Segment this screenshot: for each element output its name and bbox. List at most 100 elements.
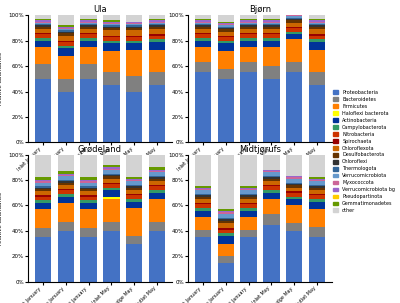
Bar [286,155,302,176]
Bar [104,174,120,175]
Bar [149,19,166,20]
Bar [218,211,234,212]
Bar [240,155,256,186]
Bar [309,186,326,188]
Bar [58,185,74,189]
Bar [264,27,280,29]
Bar [240,217,256,230]
Bar [264,79,280,142]
Bar [80,19,96,20]
Bar [309,25,326,27]
Bar [34,38,51,41]
Bar [126,35,142,37]
Bar [194,190,211,194]
Bar [126,181,142,185]
Bar [194,15,211,19]
Bar [240,38,256,41]
Bar [34,33,51,34]
Bar [264,34,280,38]
Bar [309,20,326,22]
Bar [149,29,166,34]
Bar [126,236,142,244]
Bar [286,62,302,72]
Bar [104,23,120,24]
Bar [218,14,234,22]
Bar [126,186,142,188]
Bar [194,23,211,24]
Bar [34,228,51,237]
Bar [218,221,234,223]
Bar [149,170,166,171]
Bar [240,203,256,204]
Bar [194,27,211,29]
Bar [104,30,120,35]
Bar [149,27,166,29]
Bar [264,170,280,171]
Bar [149,34,166,35]
Bar [80,29,96,33]
Bar [149,181,166,185]
Bar [194,22,211,23]
Bar [34,203,51,209]
Bar [240,29,256,33]
Bar [218,41,234,43]
Bar [58,155,74,171]
Bar [34,34,51,38]
Bar [149,23,166,24]
Bar [149,222,166,231]
Bar [149,22,166,23]
Bar [34,237,51,282]
Bar [149,176,166,178]
Bar [80,191,96,195]
Bar [34,29,51,33]
Bar [80,23,96,24]
Bar [149,186,166,190]
Bar [34,191,51,195]
Bar [58,182,74,185]
Bar [309,180,326,181]
Bar [309,178,326,179]
Bar [58,190,74,194]
Bar [309,190,326,194]
Bar [104,199,120,222]
Bar [240,211,256,217]
Bar [104,188,120,190]
Bar [240,194,256,195]
Bar [309,72,326,85]
Bar [240,199,256,203]
Bar [218,233,234,236]
Bar [126,76,142,92]
Bar [194,237,211,282]
Bar [58,15,74,25]
Bar [240,24,256,25]
Bar [58,33,74,35]
Bar [264,38,280,41]
Bar [104,43,120,51]
Bar [126,244,142,282]
Bar [264,171,280,172]
Bar [286,193,302,197]
Bar [264,225,280,282]
Bar [286,176,302,178]
Bar [104,197,120,199]
Bar [286,20,302,23]
Bar [104,35,120,37]
Bar [194,195,211,197]
Bar [286,18,302,19]
Bar [194,20,211,22]
Bar [149,39,166,42]
Bar [80,15,96,19]
Bar [309,155,326,178]
Bar [240,22,256,23]
Bar [218,218,234,219]
Bar [218,263,234,282]
Bar [104,175,120,176]
Bar [264,199,280,214]
Bar [104,41,120,43]
Bar [194,217,211,230]
Bar [218,230,234,233]
Bar [149,42,166,49]
Bar [264,22,280,23]
Bar [264,185,280,186]
Bar [58,29,74,30]
